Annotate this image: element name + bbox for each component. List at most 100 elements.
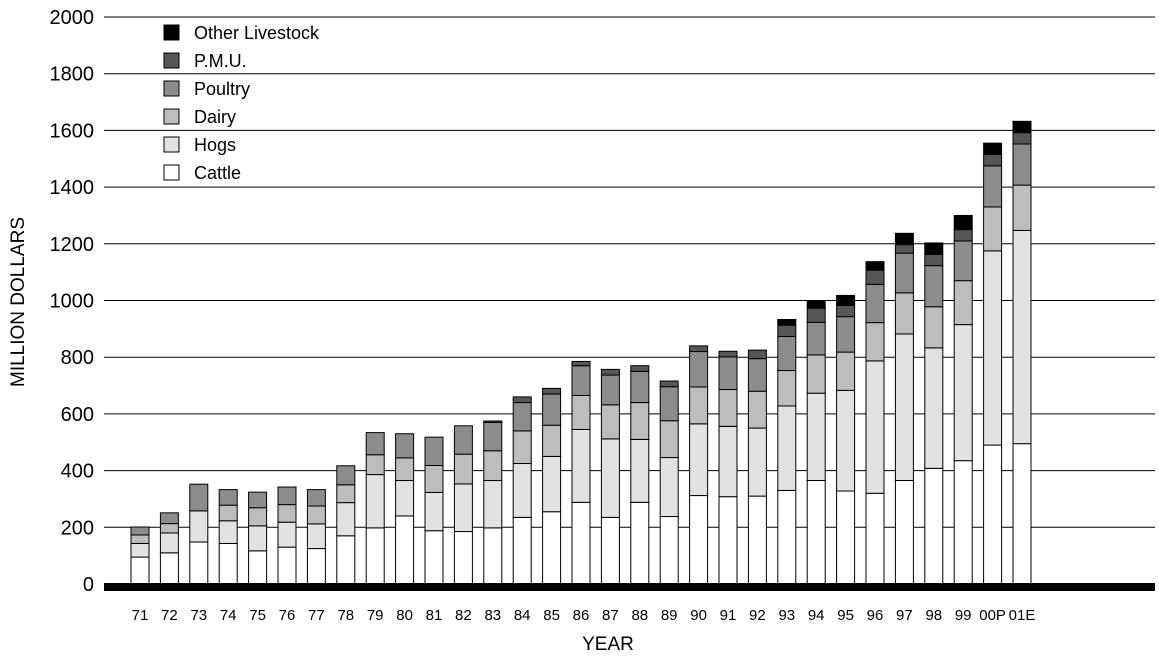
bar-segment-cattle [189,541,209,585]
legend-label: Dairy [194,107,236,127]
bar-segment-other-livestock [924,242,944,255]
bar-segment-poultry [130,526,150,536]
y-tick-label: 1200 [50,234,95,256]
bar-segment-cattle [1012,443,1032,585]
bar-segment-poultry [424,436,444,466]
bar-segment-poultry [894,252,914,294]
bar-segment-other-livestock [806,300,826,309]
bar-segment-dairy [218,504,238,522]
x-tick-label: 96 [867,607,884,624]
bar-segment-other-livestock [1012,120,1032,134]
legend-label: Hogs [194,135,236,155]
bar-segment-cattle [718,496,738,585]
bar-segment-hogs [600,438,620,518]
bar-segment-cattle [894,480,914,585]
bar-segment-hogs [306,523,326,550]
x-axis-title: YEAR [582,634,634,655]
x-tick-label: 95 [837,607,854,624]
bar-segment-dairy [747,390,767,429]
bar-segment-cattle [747,495,767,585]
x-tick-label: 87 [602,607,619,624]
x-tick-label: 75 [249,607,266,624]
y-tick-label: 800 [61,347,94,369]
bar-segment-poultry [571,365,591,396]
bar-segment-hogs [924,347,944,469]
x-tick-label: 73 [190,607,207,624]
bar-segment-p-m-u [894,244,914,254]
x-tick-label: 97 [896,607,913,624]
bar-segment-dairy [689,386,709,425]
bar-segment-hogs [718,425,738,498]
legend-label: P.M.U. [194,51,247,71]
x-tick-label: 74 [220,607,237,624]
bar-segment-dairy [865,322,885,362]
bar-segment-dairy [953,280,973,326]
x-tick-label: 90 [690,607,707,624]
legend-swatch [163,164,180,181]
bar-segment-cattle [424,530,444,585]
y-tick-label: 1000 [50,291,95,313]
legend-label: Other Livestock [194,23,320,43]
bar-segment-cattle [483,527,503,585]
bar-segment-hogs [512,463,532,518]
x-tick-label: 72 [161,607,178,624]
bar-segment-p-m-u [630,365,650,372]
bar-segment-cattle [218,542,238,585]
bar-segment-other-livestock [777,318,797,326]
bar-segment-hogs [747,427,767,497]
bar-segment-cattle [836,490,856,585]
legend-swatch [163,136,180,153]
bar-segment-hogs [953,324,973,462]
bar-segment-poultry [777,336,797,372]
legend-swatch [163,80,180,97]
bar-segment-dairy [659,420,679,459]
bar-segment-poultry [395,433,415,459]
y-tick-label: 400 [61,461,94,483]
bar-segment-poultry [277,486,297,506]
x-tick-label: 92 [749,607,766,624]
bar-segment-poultry [483,421,503,452]
bar-segment-cattle [630,501,650,585]
bar-segment-poultry [159,512,179,525]
x-tick-label: 83 [484,607,501,624]
bar-segment-poultry [659,386,679,422]
x-tick-label: 85 [543,607,560,624]
bar-segment-p-m-u [836,304,856,318]
bar-segment-cattle [865,492,885,585]
x-tick-label: 81 [426,607,443,624]
bar-segment-cattle [542,511,562,585]
bar-segment-dairy [483,450,503,482]
y-axis-ticks: 0 200 400 600 800 1000 1200 1400 1600 1800 2000 [50,7,95,596]
bar-segment-hogs [1012,229,1032,445]
x-tick-label: 94 [808,607,825,624]
bar-segment-dairy [571,394,591,430]
x-tick-label: 93 [778,607,795,624]
bar-segment-poultry [865,283,885,324]
bar-segment-p-m-u [924,253,944,267]
bar-segment-dairy [894,292,914,335]
x-tick-label: 84 [514,607,531,624]
x-tick-label: 86 [573,607,590,624]
y-axis-title: MILLION DOLLARS [8,217,29,387]
bar-segment-hogs [424,491,444,532]
bar-segment-p-m-u [689,345,709,353]
legend-swatch [163,52,180,69]
bar-segment-poultry [453,425,473,455]
bar-segment-poultry [248,491,268,509]
bar-segment-dairy [395,457,415,482]
y-tick-label: 0 [83,574,94,596]
bar-segment-dairy [600,404,620,440]
bar-segment-p-m-u [718,350,738,358]
bar-segment-cattle [953,460,973,585]
bars [130,120,1032,585]
y-tick-label: 1600 [50,120,95,142]
bar-segment-poultry [600,374,620,406]
bar-segment-other-livestock [894,232,914,246]
bar-segment-hogs [218,520,238,544]
bar-segment-cattle [600,516,620,585]
bar-segment-cattle [130,556,150,585]
bar-segment-hogs [806,392,826,482]
legend-label: Poultry [194,79,250,99]
bar-segment-cattle [159,552,179,585]
bar-segment-cattle [248,550,268,585]
